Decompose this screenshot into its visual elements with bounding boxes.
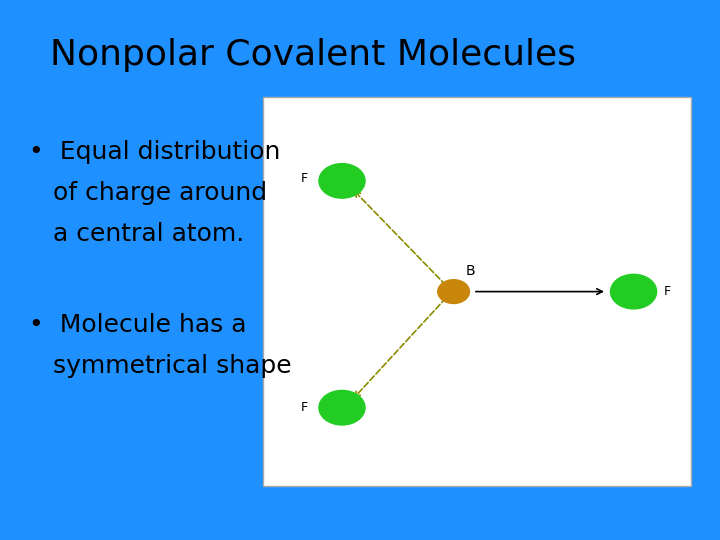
FancyBboxPatch shape — [263, 97, 691, 486]
Text: symmetrical shape: symmetrical shape — [29, 354, 292, 378]
Text: B: B — [466, 264, 475, 278]
Text: F: F — [301, 172, 308, 185]
Circle shape — [438, 280, 469, 303]
Text: Nonpolar Covalent Molecules: Nonpolar Covalent Molecules — [50, 38, 577, 72]
Circle shape — [319, 164, 365, 198]
Text: •  Molecule has a: • Molecule has a — [29, 313, 246, 337]
Text: F: F — [301, 401, 308, 414]
Text: F: F — [664, 285, 671, 298]
Circle shape — [611, 274, 657, 309]
Text: of charge around: of charge around — [29, 181, 267, 205]
Circle shape — [319, 390, 365, 425]
Text: •  Equal distribution: • Equal distribution — [29, 140, 280, 164]
Text: a central atom.: a central atom. — [29, 222, 244, 246]
